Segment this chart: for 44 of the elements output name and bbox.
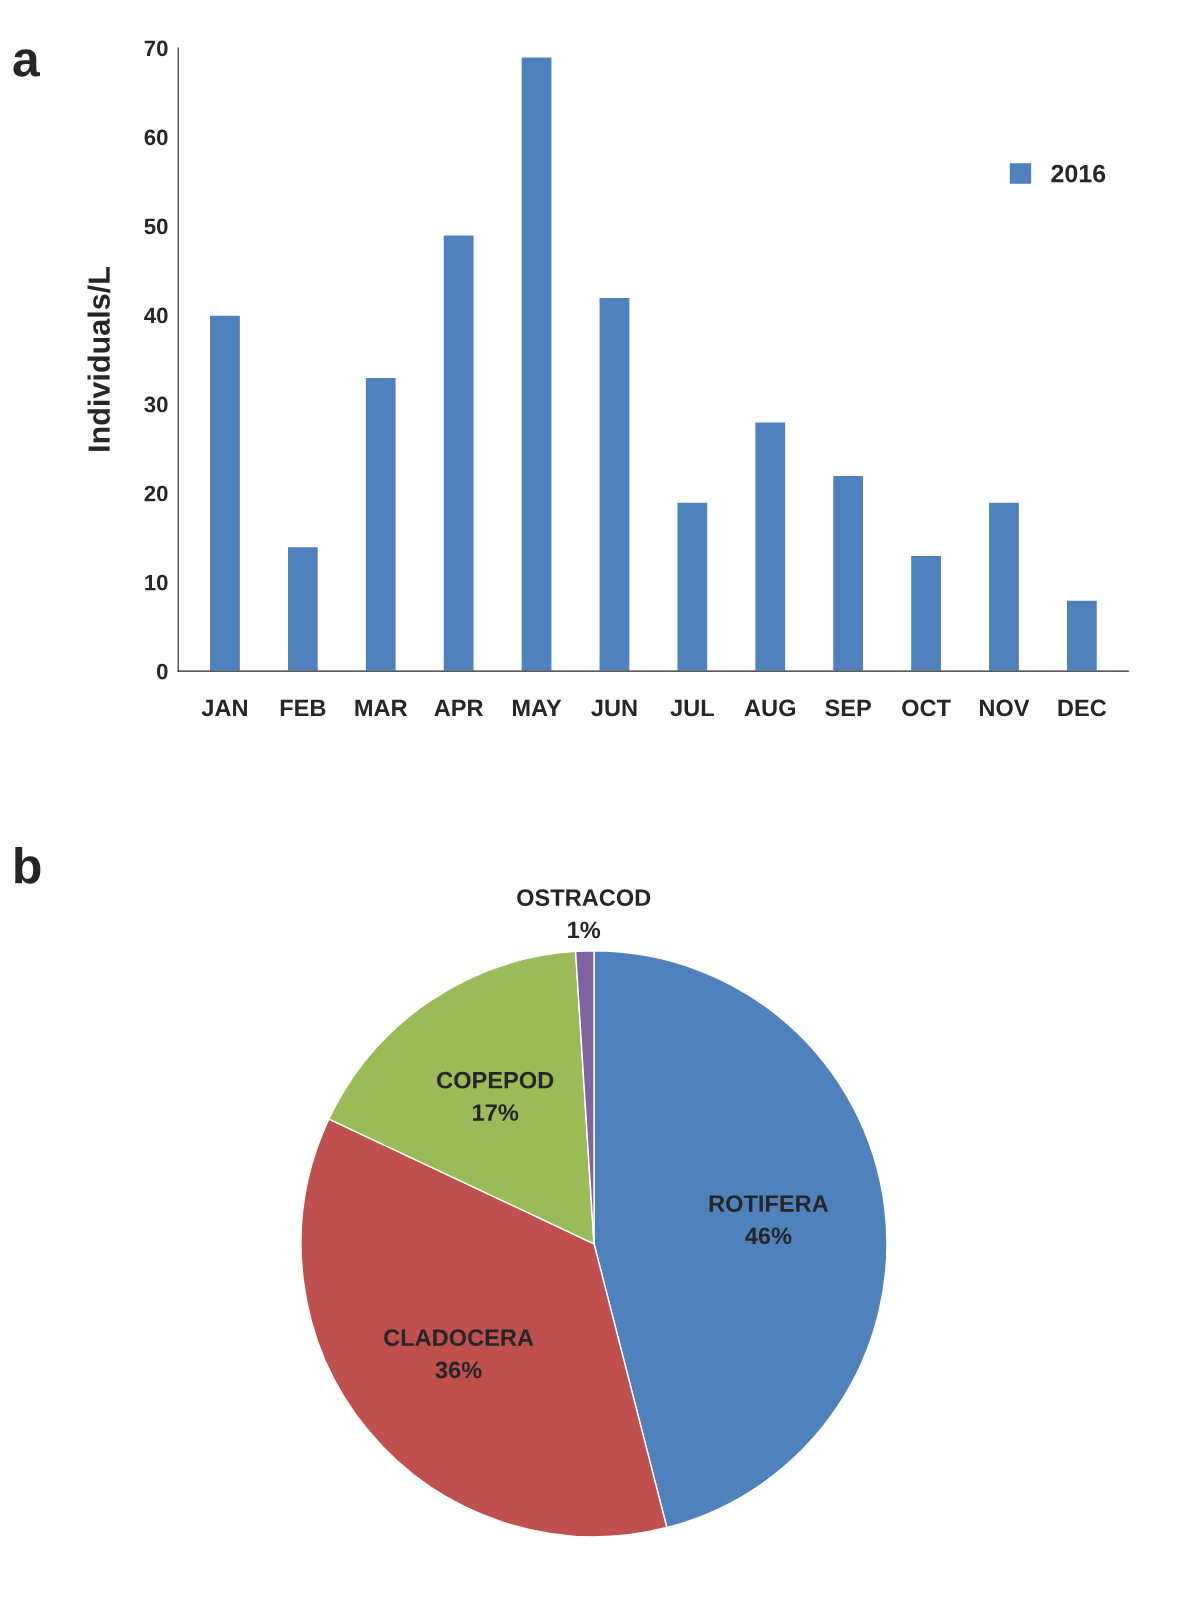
y-tick-label: 10 xyxy=(145,574,168,591)
bar xyxy=(1065,599,1099,672)
data-label: 46% xyxy=(745,1227,792,1245)
x-tick-label: JUL xyxy=(670,699,714,717)
data-label: 17% xyxy=(473,1104,519,1121)
bar xyxy=(753,421,787,672)
bar xyxy=(987,501,1021,672)
bar xyxy=(208,314,242,672)
bar xyxy=(364,376,398,672)
slice-label: OSTRACOD xyxy=(517,889,651,907)
x-tick-label: NOV xyxy=(979,699,1030,717)
x-tick-label: FEB xyxy=(280,699,326,717)
y-tick-label: 70 xyxy=(144,40,168,57)
x-tick-label: AUG xyxy=(744,699,796,717)
x-tick-label: OCT xyxy=(902,699,951,717)
bar xyxy=(286,545,320,672)
data-label: 36% xyxy=(435,1361,482,1379)
x-tick-label: JAN xyxy=(201,699,247,717)
x-tick-label: SEP xyxy=(825,699,871,717)
slice-label: ROTIFERA xyxy=(709,1195,829,1212)
x-tick-label: DEC xyxy=(1058,699,1107,717)
x-tick-label: MAY xyxy=(512,699,562,717)
y-tick-label: 0 xyxy=(157,663,168,680)
x-tick-label: MAR xyxy=(355,699,408,717)
bar xyxy=(831,474,865,672)
data-label: 1% xyxy=(568,921,601,939)
y-tick-label: 50 xyxy=(144,218,168,235)
x-tick-label: APR xyxy=(434,699,484,717)
y-tick-label: 60 xyxy=(144,129,168,146)
y-axis-title: Individuals/L xyxy=(87,267,111,451)
slice-label: COPEPOD xyxy=(437,1071,554,1089)
y-tick-label: 40 xyxy=(144,307,168,324)
bar xyxy=(909,554,943,672)
y-tick-label: 20 xyxy=(144,485,168,502)
bar xyxy=(520,56,553,672)
x-tick-label: JUN xyxy=(591,699,637,717)
bar xyxy=(676,501,709,672)
chart-title: b xyxy=(15,846,41,884)
y-tick-label: 30 xyxy=(144,396,168,413)
chart-title: a xyxy=(13,49,41,77)
bar xyxy=(442,234,475,672)
bar xyxy=(598,296,631,672)
legend-label: 2016 xyxy=(1051,164,1106,183)
slice-label: CLADOCERA xyxy=(384,1329,534,1347)
